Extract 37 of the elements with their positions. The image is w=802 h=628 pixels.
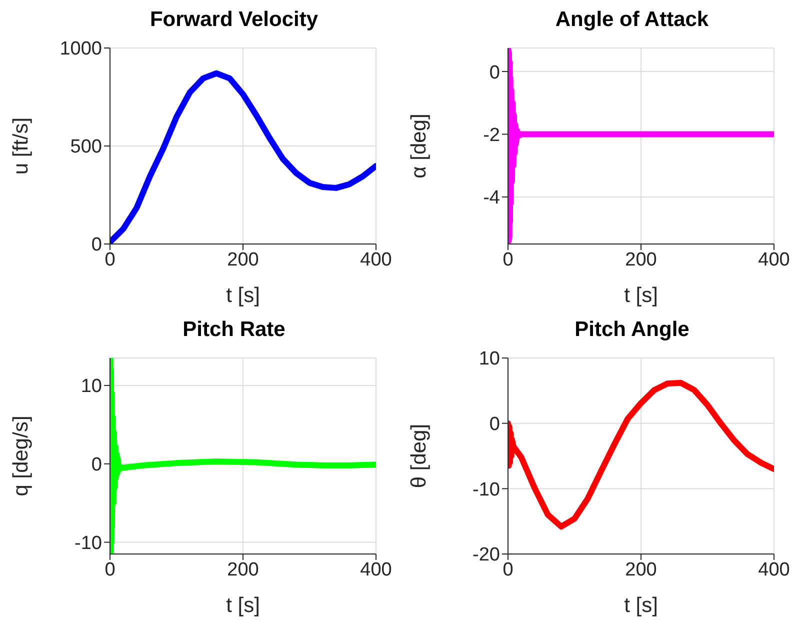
x-axis-title: t [s] [624,284,658,307]
x-axis-title: t [s] [226,284,260,307]
x-tick-label: 0 [104,559,116,580]
x-tick-label: 0 [502,249,514,270]
x-axis-title: t [s] [624,594,658,617]
chart-title: Pitch Rate [182,318,286,342]
x-axis-title: t [s] [226,594,260,617]
x-tick-label: 400 [360,559,392,580]
x-tick-label: 0 [104,249,116,270]
y-tick-label: -10 [74,532,102,554]
x-tick-label: 400 [758,559,790,580]
y-tick-label: 0 [91,454,102,476]
y-tick-label: 0 [91,234,102,256]
x-tick-label: 400 [360,249,392,270]
x-tick-label: 0 [502,559,514,580]
y-axis-title: q [deg/s] [9,416,32,496]
x-tick-label: 200 [227,249,259,270]
y-axis-title: θ [deg] [407,424,430,488]
chart-title: Angle of Attack [554,8,710,32]
y-axis-title: u [ft/s] [9,117,32,175]
y-tick-label: 10 [80,376,102,398]
x-tick-label: 200 [625,559,657,580]
y-tick-label: -10 [472,479,500,500]
y-tick-label: -20 [472,544,500,566]
y-tick-label: 10 [478,348,500,370]
chart-title: Pitch Angle [574,318,690,342]
chart-title: Forward Velocity [148,8,320,32]
y-tick-label: 500 [70,136,102,158]
y-tick-label: 0 [489,62,500,84]
x-tick-label: 400 [758,249,790,270]
y-tick-label: -4 [483,188,500,209]
y-tick-label: 0 [489,414,500,436]
y-axis-title: α [deg] [407,114,430,178]
y-tick-label: 1000 [60,38,102,60]
x-tick-label: 200 [625,249,657,270]
x-tick-label: 200 [227,559,259,580]
y-tick-label: -2 [483,124,500,146]
